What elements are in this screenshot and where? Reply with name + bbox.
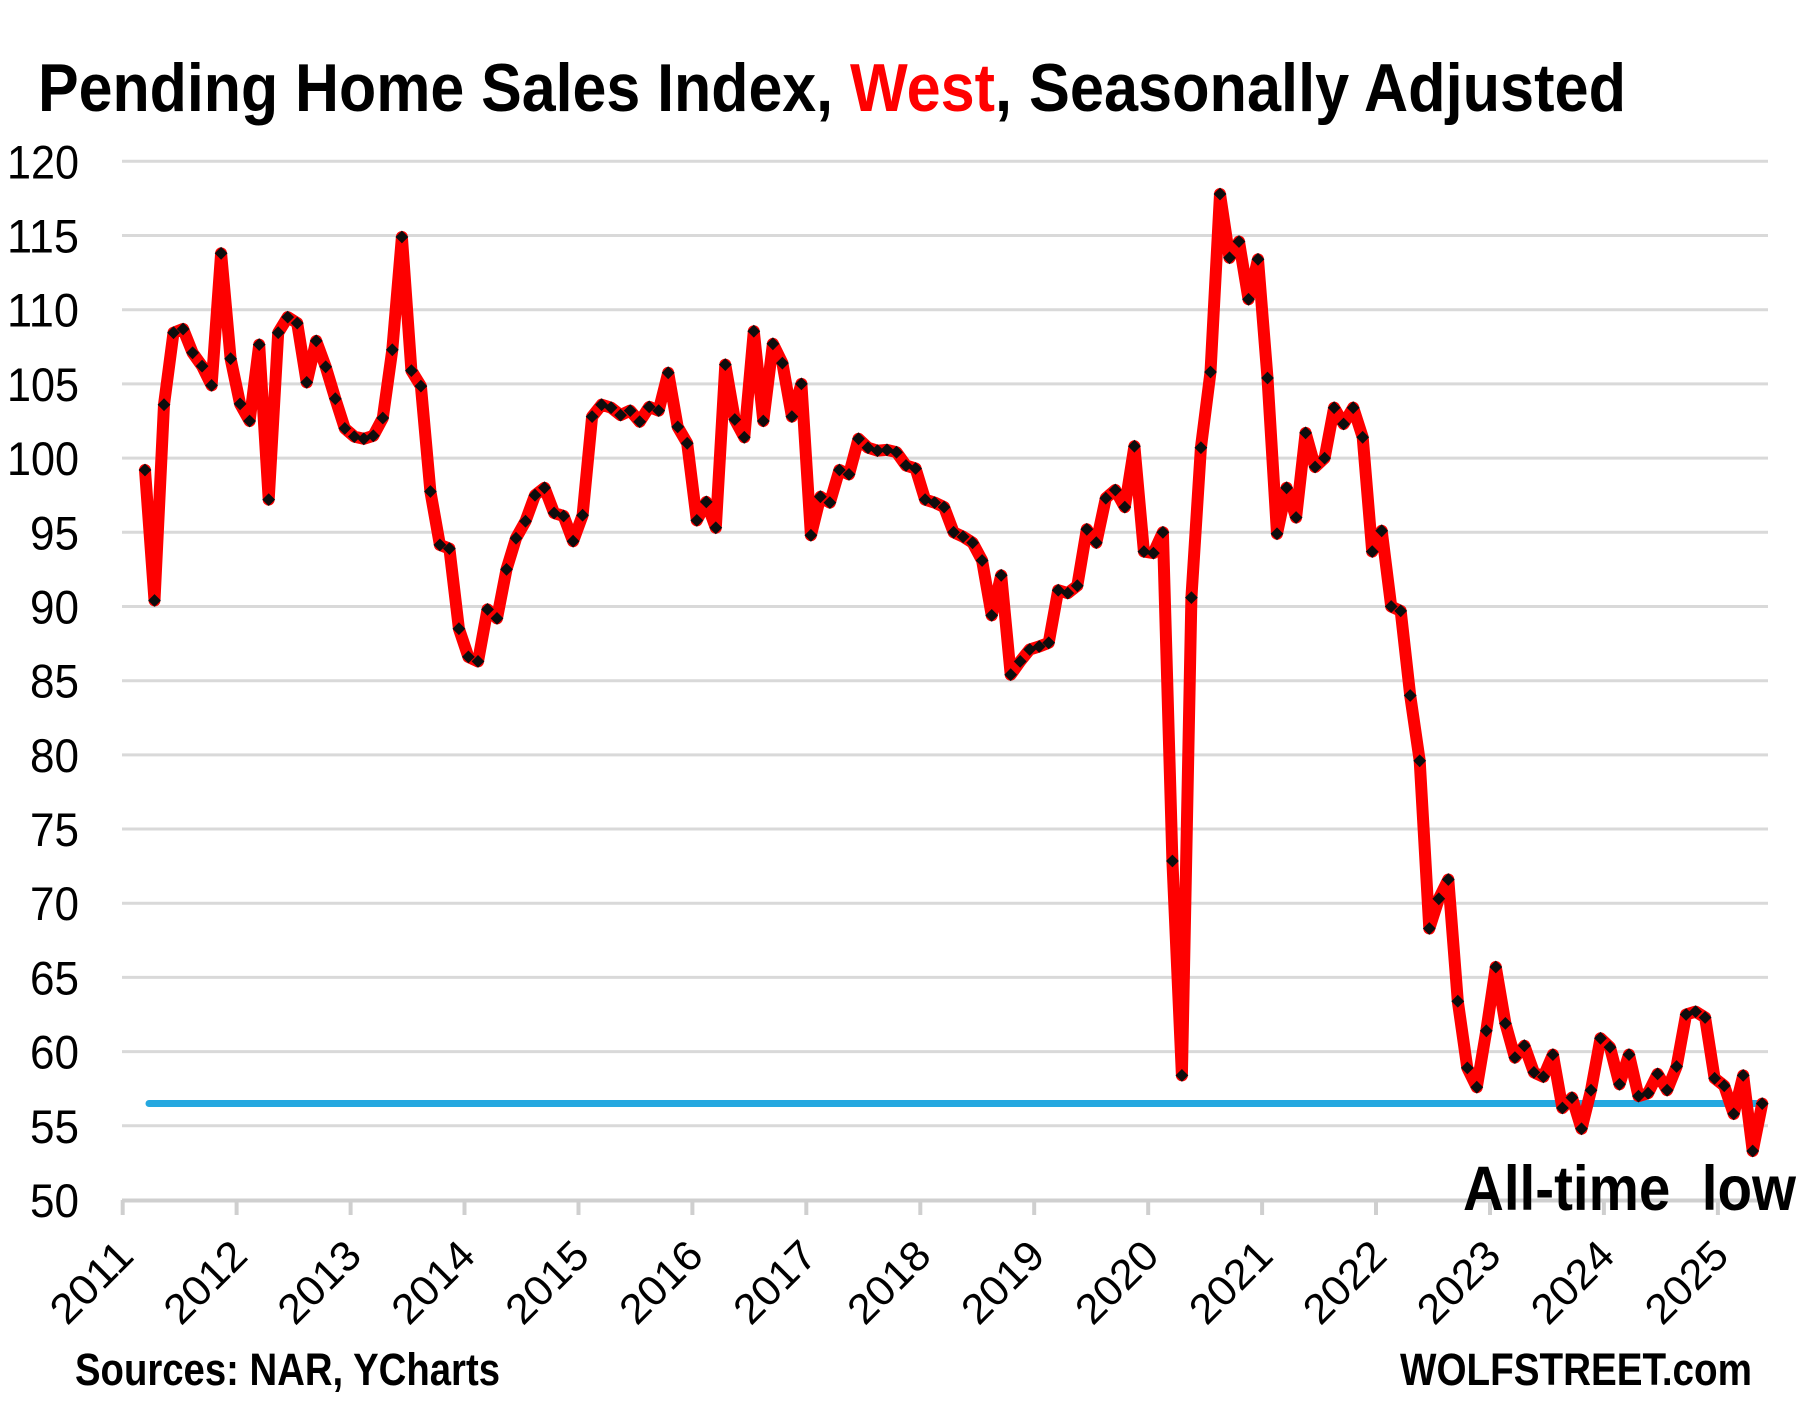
svg-text:55: 55: [30, 1100, 79, 1153]
svg-text:50: 50: [30, 1174, 79, 1227]
svg-text:WOLFSTREET.com: WOLFSTREET.com: [1400, 1344, 1752, 1395]
svg-text:95: 95: [30, 506, 79, 559]
svg-text:80: 80: [30, 729, 79, 782]
svg-text:115: 115: [7, 210, 79, 263]
svg-text:120: 120: [7, 135, 79, 188]
svg-text:70: 70: [30, 877, 79, 930]
svg-text:All-time low: All-time low: [1463, 1154, 1797, 1224]
svg-text:65: 65: [30, 951, 79, 1004]
svg-text:Sources: NAR, YCharts: Sources: NAR, YCharts: [75, 1344, 500, 1395]
svg-text:105: 105: [7, 358, 79, 411]
svg-text:90: 90: [30, 581, 79, 634]
svg-text:60: 60: [30, 1026, 79, 1079]
svg-text:Pending Home Sales Index, West: Pending Home Sales Index, West, Seasonal…: [38, 50, 1626, 126]
svg-text:100: 100: [7, 432, 79, 485]
svg-text:110: 110: [7, 284, 79, 337]
svg-text:85: 85: [30, 655, 79, 708]
svg-text:75: 75: [30, 803, 79, 856]
